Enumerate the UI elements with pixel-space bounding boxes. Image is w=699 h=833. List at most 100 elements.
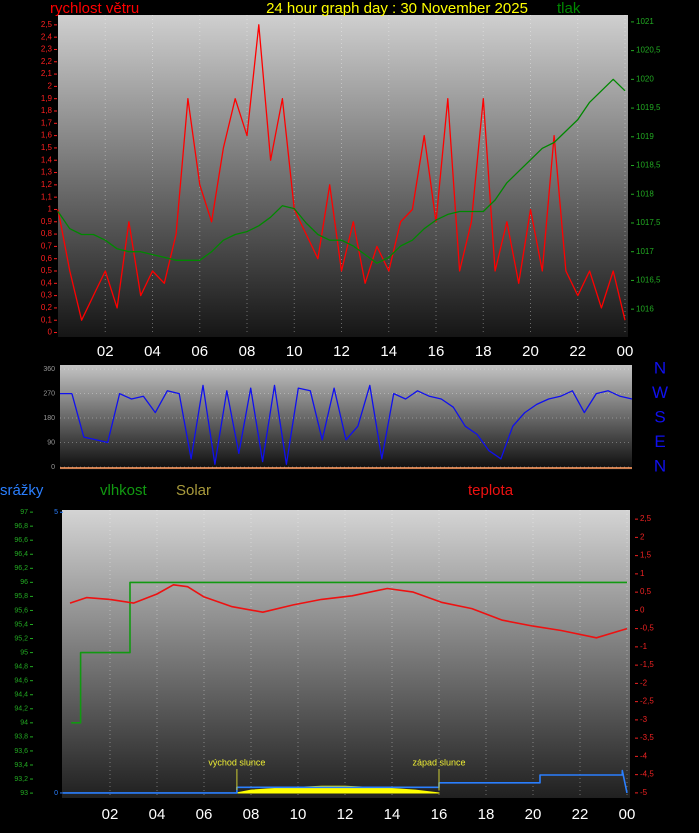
- series-line: [60, 384, 633, 465]
- y-tick-label: N: [654, 359, 666, 378]
- plot-bg: [60, 365, 632, 470]
- y-tick-label: -4: [640, 751, 648, 760]
- y-tick-label: 1017: [636, 247, 654, 256]
- y-tick-label: 1: [48, 205, 53, 214]
- y-tick-label: 270: [43, 390, 55, 397]
- x-tick-label: 20: [522, 343, 539, 360]
- x-tick-label: 18: [478, 806, 495, 823]
- y-tick-label: 1,3: [41, 168, 53, 177]
- y-tick-label: -3,5: [640, 733, 654, 742]
- y-tick-label: 94,8: [14, 663, 28, 670]
- plot-bg: [62, 510, 630, 798]
- y-tick-label: -2: [640, 678, 648, 687]
- series-line: [71, 581, 627, 724]
- y-tick-label: 1021: [636, 17, 654, 26]
- y-tick-label: 94,6: [14, 678, 28, 685]
- y-tick-label: 0: [54, 790, 58, 797]
- x-tick-label: 18: [475, 343, 492, 360]
- x-tick-label: 16: [428, 343, 445, 360]
- y-tick-label: 0,1: [41, 315, 53, 324]
- y-tick-label: 0,8: [41, 229, 53, 238]
- y-tick-label: 0,6: [41, 254, 53, 263]
- x-tick-label: 04: [149, 806, 166, 823]
- x-tick-label: 14: [380, 343, 397, 360]
- y-tick-label: 0: [48, 328, 53, 337]
- y-tick-label: 2: [48, 81, 53, 90]
- y-tick-label: 1,7: [41, 118, 53, 127]
- y-tick-label: 93,6: [14, 748, 28, 755]
- y-tick-label: 180: [43, 415, 55, 422]
- y-tick-label: E: [654, 432, 665, 451]
- y-tick-label: 1,2: [41, 180, 53, 189]
- x-tick-label: 00: [619, 806, 636, 823]
- y-tick-label: 1020,5: [636, 46, 661, 55]
- series-line: [63, 769, 628, 794]
- y-tick-label: 93: [20, 790, 28, 797]
- y-tick-label: 2,3: [41, 45, 53, 54]
- y-tick-label: 1,5: [640, 551, 652, 560]
- y-tick-label: -5: [640, 788, 648, 797]
- annotation: východ slunce: [208, 757, 265, 767]
- y-tick-label: 1017,5: [636, 218, 661, 227]
- x-tick-label: 02: [97, 343, 114, 360]
- series-label: vlhkost: [100, 482, 148, 499]
- x-tick-label: 20: [525, 806, 542, 823]
- series-label: srážky: [0, 482, 44, 499]
- y-tick-label: 2: [640, 532, 645, 541]
- y-tick-label: 93,4: [14, 762, 28, 769]
- annotation: západ slunce: [412, 757, 465, 767]
- x-tick-label: 04: [144, 343, 161, 360]
- y-tick-label: 1016,5: [636, 276, 661, 285]
- y-tick-label: 5: [54, 509, 58, 516]
- y-tick-label: 2,1: [41, 69, 53, 78]
- y-tick-label: -2,5: [640, 697, 654, 706]
- y-tick-label: 0,5: [41, 266, 53, 275]
- x-tick-label: 06: [196, 806, 213, 823]
- y-tick-label: -3: [640, 715, 648, 724]
- y-tick-label: 96,8: [14, 523, 28, 530]
- y-tick-label: 95,8: [14, 593, 28, 600]
- y-tick-label: N: [654, 456, 666, 475]
- y-tick-label: 95,4: [14, 621, 28, 628]
- y-tick-label: 96,2: [14, 565, 28, 572]
- x-tick-label: 00: [617, 343, 634, 360]
- series-line: [57, 78, 626, 264]
- y-tick-label: 1016: [636, 304, 654, 313]
- y-tick-label: 1019: [636, 132, 654, 141]
- series-label: tlak: [557, 0, 581, 17]
- y-tick-label: 0: [51, 464, 55, 471]
- y-tick-label: 2,2: [41, 57, 53, 66]
- y-tick-label: 0,4: [41, 278, 53, 287]
- x-tick-label: 02: [102, 806, 119, 823]
- y-tick-label: 96,4: [14, 551, 28, 558]
- series-label: rychlost větru: [50, 0, 139, 17]
- y-tick-label: 90: [47, 439, 55, 446]
- y-tick-label: 0,7: [41, 241, 53, 250]
- y-tick-label: -4,5: [640, 770, 654, 779]
- series-line: [57, 24, 626, 321]
- y-tick-label: W: [652, 383, 668, 402]
- x-tick-label: 06: [191, 343, 208, 360]
- y-tick-label: 1: [640, 569, 645, 578]
- y-tick-label: 94: [20, 720, 28, 727]
- y-tick-label: -1,5: [640, 660, 654, 669]
- y-tick-label: 360: [43, 366, 55, 373]
- y-tick-label: 0,2: [41, 303, 53, 312]
- x-tick-label: 12: [333, 343, 350, 360]
- y-tick-label: 1,5: [41, 143, 53, 152]
- y-tick-label: 1020: [636, 74, 654, 83]
- y-tick-label: 1018: [636, 189, 654, 198]
- y-tick-label: 1,1: [41, 192, 53, 201]
- y-tick-label: 95: [20, 649, 28, 656]
- y-tick-label: 1,9: [41, 94, 53, 103]
- y-tick-label: 0,9: [41, 217, 53, 226]
- y-tick-label: S: [654, 408, 665, 427]
- plot-bg: [58, 15, 628, 337]
- y-tick-label: 94,2: [14, 706, 28, 713]
- series-label: Solar: [176, 482, 211, 499]
- x-tick-label: 10: [290, 806, 307, 823]
- chart-title: 24 hour graph day : 30 November 2025: [266, 0, 528, 17]
- x-tick-label: 16: [431, 806, 448, 823]
- y-tick-label: 1018,5: [636, 161, 661, 170]
